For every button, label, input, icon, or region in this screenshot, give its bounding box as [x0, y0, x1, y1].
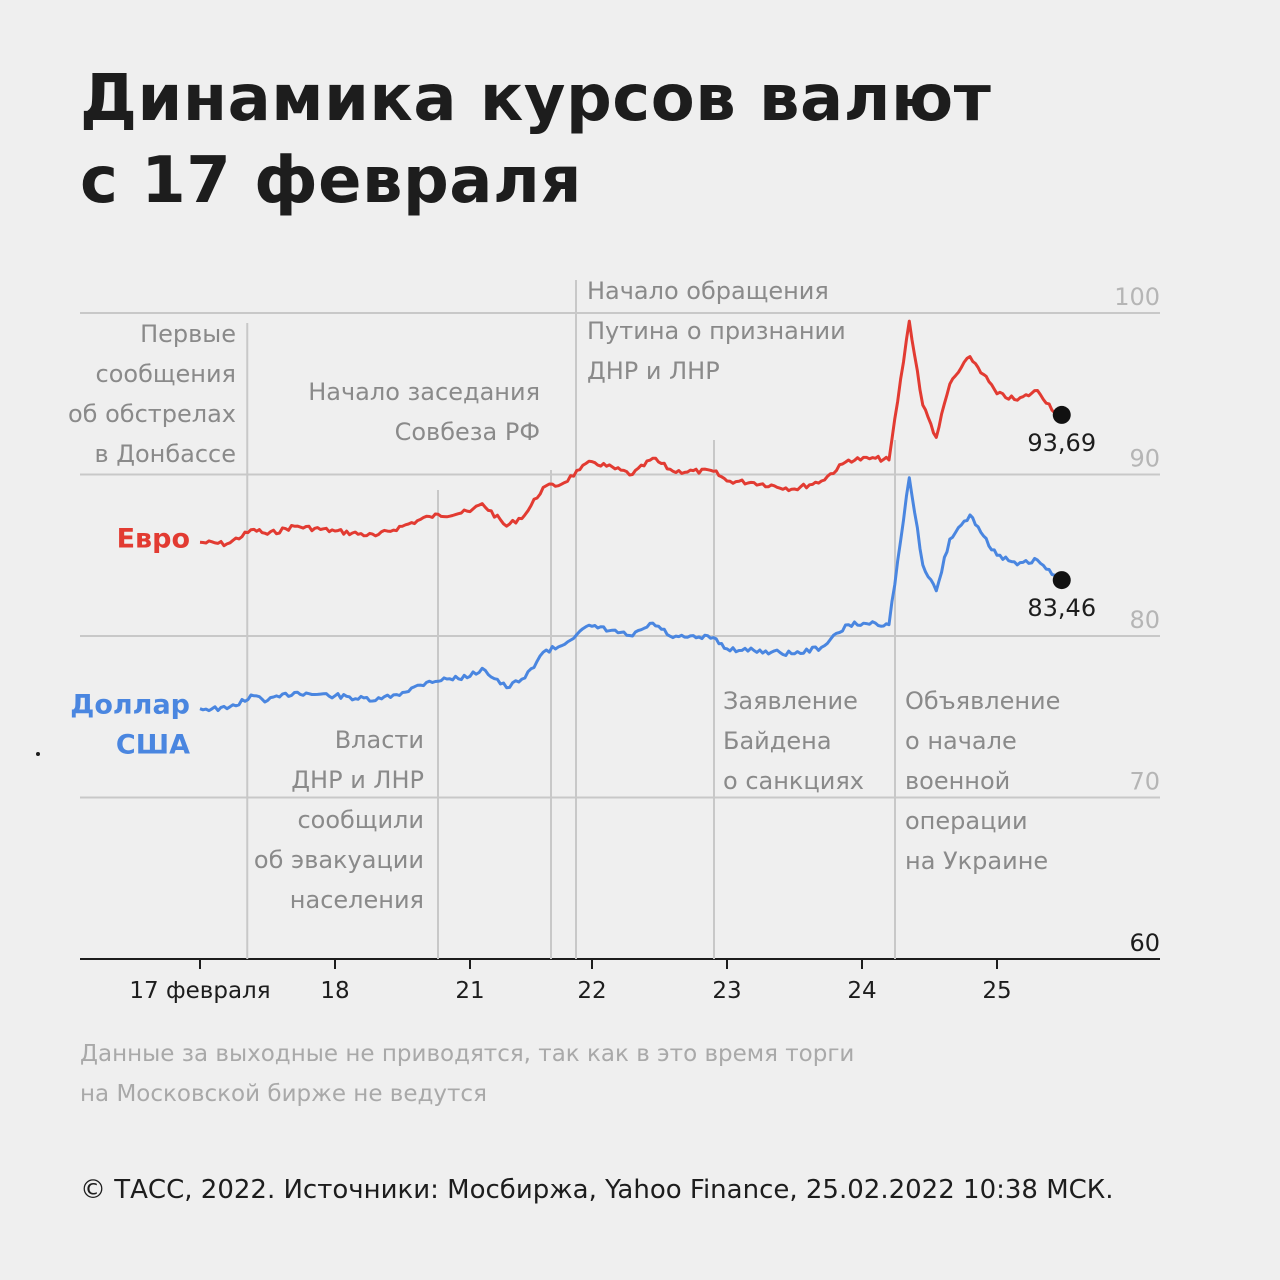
end-point-dollar	[1052, 571, 1071, 590]
event-2-text-2: сообщили	[297, 806, 424, 834]
series-line-euro	[199, 319, 1059, 548]
event-3-text-2: ДНР и ЛНР	[587, 357, 720, 385]
footnote-line-2: на Московской бирже не ведутся	[80, 1081, 487, 1107]
end-point-euro	[1052, 405, 1071, 424]
event-0-text-2: об обстрелах	[68, 400, 236, 428]
end-value-label-dollar: 83,46	[1027, 594, 1096, 622]
x-tick-label-0: 17 февраля	[129, 978, 270, 1004]
series-line-dollar	[199, 476, 1060, 713]
event-2-text-1: ДНР и ЛНР	[291, 766, 424, 794]
event-5-text-0: Объявление	[905, 687, 1060, 715]
y-tick-label-100: 100	[1114, 283, 1160, 311]
event-4-text-0: Заявление	[723, 687, 858, 715]
exchange-rate-chart: 60 70 80 90 100 17 февраля 18 21 22 23 24 25 Первые с…	[68, 277, 1160, 1004]
event-0-text-1: сообщения	[96, 360, 236, 388]
event-5-text-4: на Украине	[905, 847, 1048, 875]
footnote: Данные за выходные не приводятся, так ка…	[80, 1034, 854, 1114]
event-0-text-0: Первые	[140, 320, 236, 348]
event-2-text-4: населения	[290, 886, 424, 914]
event-4-text-1: Байдена	[723, 727, 832, 755]
event-3-text-0: Начало обращения	[587, 277, 829, 305]
x-tick-label-1: 18	[320, 978, 349, 1004]
chart-title-line-1: Динамика курсов валют	[80, 62, 992, 136]
x-tick-label-6: 25	[982, 978, 1011, 1004]
chart-title: Динамика курсов валют с 17 февраля	[80, 58, 991, 222]
event-3-text-1: Путина о признании	[587, 317, 846, 345]
legend-dollar-1: США	[116, 730, 190, 761]
stray-dot	[36, 752, 40, 756]
chart-title-line-2: с 17 февраля	[80, 144, 582, 218]
y-tick-label-60: 60	[1129, 929, 1160, 957]
event-5-text-2: военной	[905, 767, 1010, 795]
source-credit: © ТАСС, 2022. Источники: Мосбиржа, Yahoo…	[80, 1175, 1114, 1205]
event-1-text-1: Совбеза РФ	[395, 418, 540, 446]
event-2-text-3: об эвакуации	[254, 846, 424, 874]
y-tick-label-70: 70	[1129, 768, 1160, 796]
legend-euro-0: Евро	[117, 523, 190, 554]
y-tick-label-80: 80	[1129, 606, 1160, 634]
y-tick-label-90: 90	[1129, 445, 1160, 473]
legend-dollar-0: Доллар	[70, 690, 190, 721]
event-1-text-0: Начало заседания	[308, 378, 540, 406]
event-0-text-3: в Донбассе	[94, 440, 236, 468]
event-5-text-3: операции	[905, 807, 1028, 835]
event-4-text-2: о санкциях	[723, 767, 864, 795]
event-5-text-1: о начале	[905, 727, 1017, 755]
x-tick-label-2: 21	[455, 978, 484, 1004]
event-2-text-0: Власти	[335, 726, 424, 754]
x-tick-label-4: 23	[712, 978, 741, 1004]
end-value-label-euro: 93,69	[1027, 429, 1096, 457]
footnote-line-1: Данные за выходные не приводятся, так ка…	[80, 1041, 855, 1067]
x-tick-label-5: 24	[847, 978, 876, 1004]
x-tick-label-3: 22	[577, 978, 606, 1004]
